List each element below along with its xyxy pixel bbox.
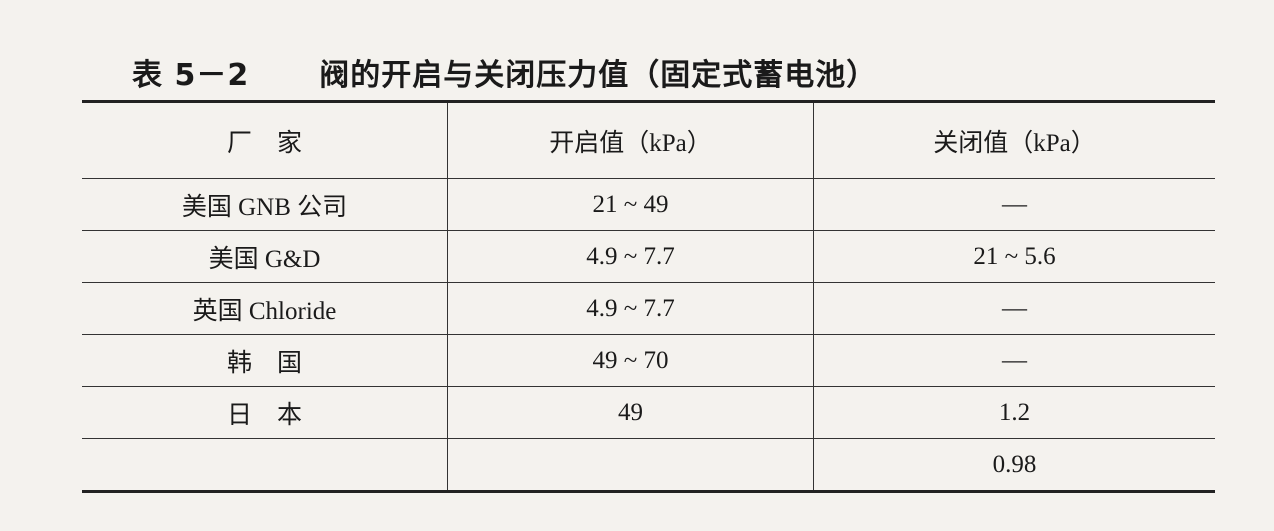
opening-value-cell: 4.9 ~ 7.7 (447, 230, 814, 283)
closing-value-cell: 1.2 (813, 386, 1215, 439)
table-row: 英国 Chloride 4.9 ~ 7.7 — (82, 282, 1215, 335)
closing-value-cell: — (813, 282, 1215, 335)
manufacturer-cell: 美国 GNB 公司 (82, 178, 448, 231)
table-row: 美国 GNB 公司 21 ~ 49 — (82, 178, 1215, 231)
table-row: 日 本 49 1.2 (82, 386, 1215, 439)
closing-value-cell: — (813, 178, 1215, 231)
table-title: 阀的开启与关闭压力值（固定式蓄电池） (319, 58, 878, 93)
manufacturer-cell (82, 438, 448, 492)
header-opening-value: 开启值（kPa） (447, 101, 814, 179)
table-caption: 表 5－2 阀的开启与关闭压力值（固定式蓄电池） (132, 50, 877, 94)
manufacturer-cell: 韩 国 (82, 334, 448, 387)
header-row: 厂 家 开启值（kPa） 关闭值（kPa） (82, 101, 1215, 179)
opening-value-cell: 49 (447, 386, 814, 439)
table-row: 韩 国 49 ~ 70 — (82, 334, 1215, 387)
manufacturer-cell: 英国 Chloride (82, 282, 448, 335)
manufacturer-cell: 美国 G&D (82, 230, 448, 283)
closing-value-cell: 0.98 (813, 438, 1215, 492)
opening-value-cell: 49 ~ 70 (447, 334, 814, 387)
opening-value-cell: 4.9 ~ 7.7 (447, 282, 814, 335)
table-number: 表 5－2 (132, 58, 250, 93)
opening-value-cell (447, 438, 814, 492)
header-closing-value: 关闭值（kPa） (813, 101, 1215, 179)
closing-value-cell: — (813, 334, 1215, 387)
pressure-table: 厂 家 开启值（kPa） 关闭值（kPa） 美国 GNB 公司 21 ~ 49 … (82, 100, 1215, 493)
table-row: 美国 G&D 4.9 ~ 7.7 21 ~ 5.6 (82, 230, 1215, 283)
opening-value-cell: 21 ~ 49 (447, 178, 814, 231)
table-row: 0.98 (82, 438, 1215, 492)
manufacturer-cell: 日 本 (82, 386, 448, 439)
closing-value-cell: 21 ~ 5.6 (813, 230, 1215, 283)
header-manufacturer: 厂 家 (82, 101, 448, 179)
